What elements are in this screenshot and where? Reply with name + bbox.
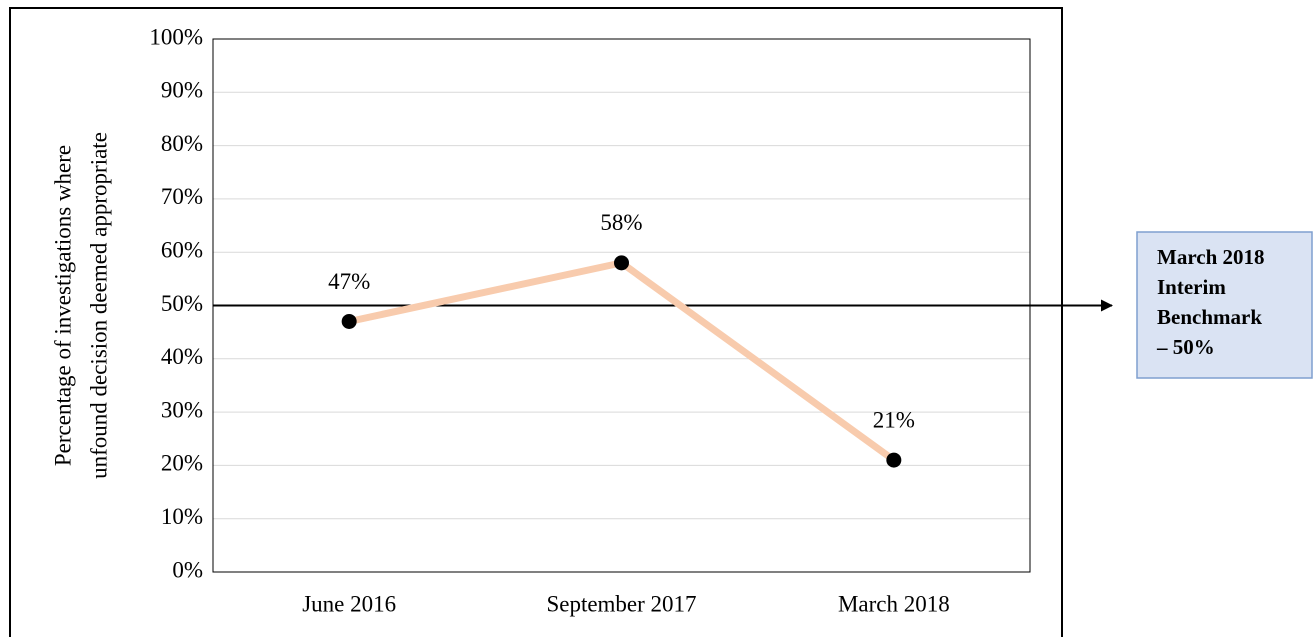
x-tick-label: March 2018 [838, 591, 950, 616]
data-label: 47% [328, 269, 370, 294]
data-line [348, 259, 896, 463]
annotation-text: Interim [1157, 275, 1226, 299]
x-tick-label: September 2017 [546, 591, 696, 616]
y-axis-label: unfound decision deemed appropriate [86, 132, 111, 479]
y-tick-label: 40% [161, 344, 203, 369]
annotation-text: – 50% [1156, 335, 1215, 359]
y-tick-label: 70% [161, 184, 203, 209]
annotation-box [1136, 231, 1313, 379]
x-tick-label: June 2016 [302, 591, 396, 616]
data-point [614, 255, 629, 271]
y-tick-label: 60% [161, 237, 203, 262]
y-tick-label: 50% [161, 291, 203, 316]
data-point [886, 452, 902, 468]
y-tick-label: 10% [161, 504, 203, 529]
annotation-text: Benchmark [1157, 305, 1262, 329]
annotation-text: March 2018 [1157, 245, 1265, 269]
y-tick-label: 20% [161, 451, 203, 476]
chart-frame [9, 7, 1063, 637]
y-axis-label: Percentage of investigations where [50, 145, 75, 466]
y-tick-label: 0% [172, 557, 203, 582]
y-tick-label: 90% [161, 78, 203, 103]
data-label: 58% [600, 210, 642, 235]
data-label: 21% [873, 407, 915, 432]
y-tick-label: 30% [161, 397, 203, 422]
y-tick-label: 100% [149, 24, 203, 49]
data-point [341, 313, 357, 329]
y-tick-label: 80% [161, 131, 203, 156]
